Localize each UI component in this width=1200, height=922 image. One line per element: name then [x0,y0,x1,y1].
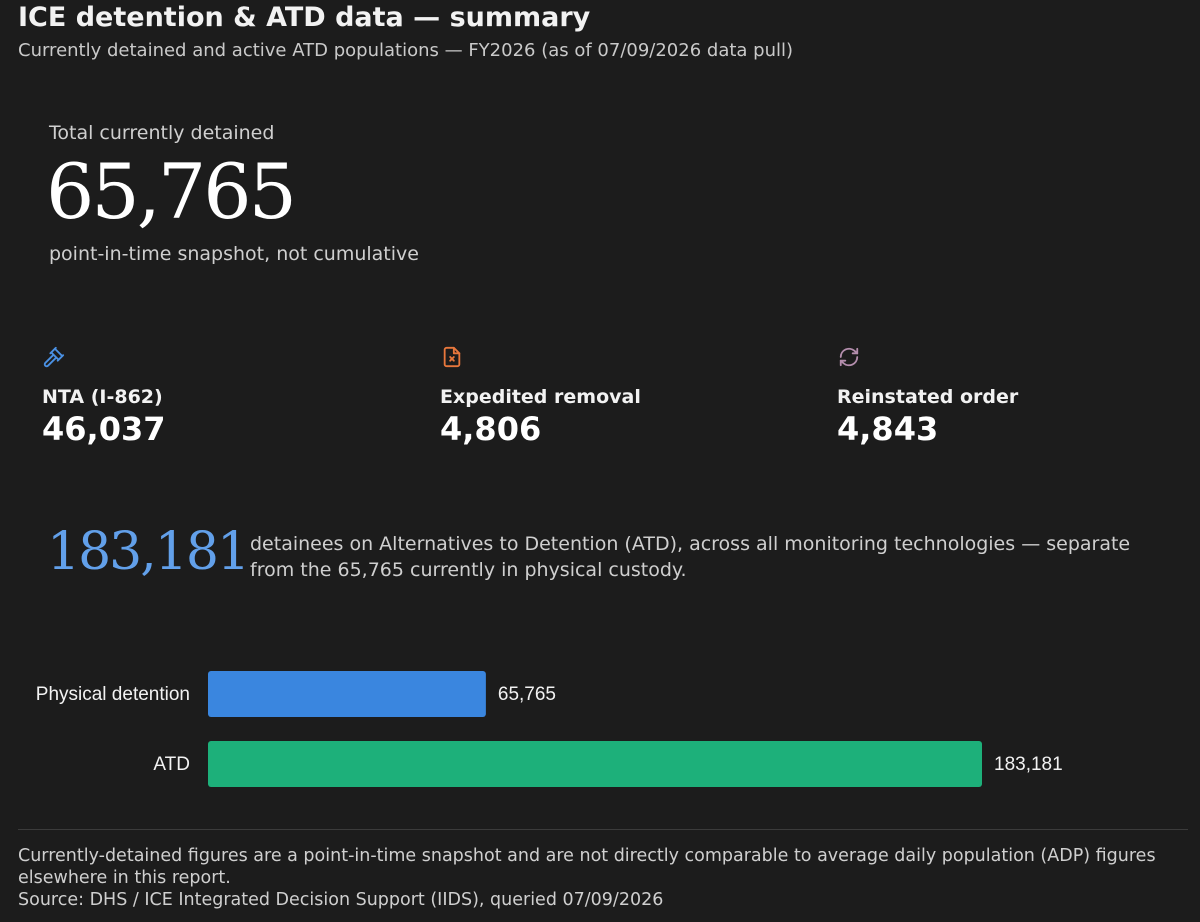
detention-vs-atd-bar-chart: Physical detention 65,765 ATD 183,181 [36,671,1063,787]
total-detained-note: point-in-time snapshot, not cumulative [49,243,419,265]
atd-total-value: 183,181 [47,522,250,582]
bar-atd [208,741,982,787]
bar-category-label: Physical detention [36,684,190,705]
page-title: ICE detention & ATD data — summary [18,2,591,33]
footer-divider [18,829,1188,830]
footnote-text: Currently-detained figures are a point-i… [18,846,1156,888]
bar-value-label: 183,181 [994,754,1063,775]
footnote: Currently-detained figures are a point-i… [18,846,1188,912]
bar-value-label: 65,765 [498,684,556,705]
gavel-icon [43,346,65,368]
stat-value: 46,037 [42,410,166,448]
stat-label: NTA (I-862) [42,386,163,408]
total-detained-value: 65,765 [46,147,297,236]
footnote-source: Source: DHS / ICE Integrated Decision Su… [18,889,664,910]
stat-value: 4,843 [837,410,939,448]
stat-value: 4,806 [440,410,542,448]
bar-physical-detention [208,671,486,717]
refresh-icon [839,347,859,367]
page-subtitle: Currently detained and active ATD popula… [18,40,794,61]
document-x-icon [443,346,461,368]
stat-label: Reinstated order [837,386,1019,408]
stat-card-nta: NTA (I-862) 46,037 [42,346,382,448]
stat-label: Expedited removal [440,386,641,408]
stat-card-reinstated-order: Reinstated order 4,843 [837,346,1177,448]
stat-card-expedited-removal: Expedited removal 4,806 [440,346,780,448]
total-detained-label: Total currently detained [49,122,275,144]
bar-category-label: ATD [153,754,190,775]
atd-description: detainees on Alternatives to Detention (… [250,533,1131,581]
